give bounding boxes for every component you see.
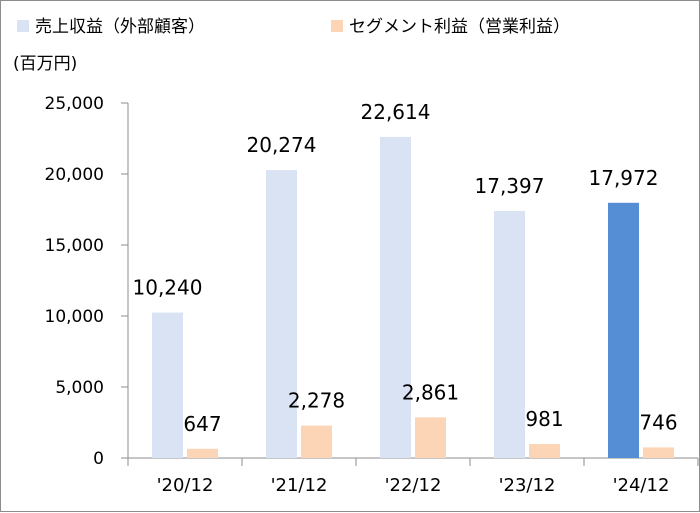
data-label-segment-profit: 746 — [639, 410, 677, 434]
legend-label-segment-profit: セグメント利益（営業利益） — [349, 17, 570, 37]
x-category-label: '21/12 — [271, 475, 328, 496]
data-label-segment-profit: 981 — [525, 407, 563, 431]
y-tick-label: 10,000 — [45, 307, 104, 327]
bar-segment-profit — [187, 448, 218, 458]
data-label-segment-profit: 2,861 — [402, 380, 459, 404]
bar-sales — [494, 210, 525, 458]
x-category-label: '24/12 — [613, 475, 670, 496]
bar-segment-profit — [301, 425, 332, 458]
bar-sales — [608, 202, 639, 458]
bar-segment-profit — [643, 447, 674, 458]
y-axis: 0 5,000 10,000 15,000 20,000 25,000 — [45, 94, 128, 469]
y-tick-label: 25,000 — [45, 94, 104, 114]
x-axis: '20/12 '21/12 '22/12 '23/12 '24/12 — [127, 458, 699, 496]
data-label-segment-profit: 2,278 — [288, 389, 345, 413]
bars — [152, 136, 674, 459]
x-category-label: '22/12 — [385, 475, 442, 496]
y-tick-label: 15,000 — [45, 236, 104, 256]
legend-swatch-segment-profit — [331, 20, 343, 32]
bar-sales — [152, 312, 183, 458]
y-axis-unit-label: (百万円) — [13, 54, 77, 74]
y-tick-label: 5,000 — [55, 378, 104, 398]
data-label-segment-profit: 647 — [183, 412, 221, 436]
bar-segment-profit — [529, 444, 560, 458]
data-label-sales: 20,274 — [247, 133, 317, 157]
y-tick-label: 0 — [93, 449, 104, 469]
data-label-sales: 10,240 — [133, 276, 203, 300]
x-category-label: '20/12 — [157, 475, 214, 496]
data-label-sales: 22,614 — [361, 100, 431, 124]
bar-sales — [380, 136, 411, 458]
y-tick-label: 20,000 — [45, 165, 104, 185]
bar-segment-profit — [415, 417, 446, 458]
x-category-label: '23/12 — [499, 475, 556, 496]
legend-swatch-sales — [17, 20, 29, 32]
data-label-sales: 17,397 — [475, 174, 545, 198]
data-labels: 10,240 647 20,274 2,278 22,614 2,861 17,397 981… — [133, 100, 678, 436]
data-label-sales: 17,972 — [589, 166, 659, 190]
legend-label-sales: 売上収益（外部顧客） — [35, 17, 205, 37]
bar-sales — [266, 170, 297, 459]
